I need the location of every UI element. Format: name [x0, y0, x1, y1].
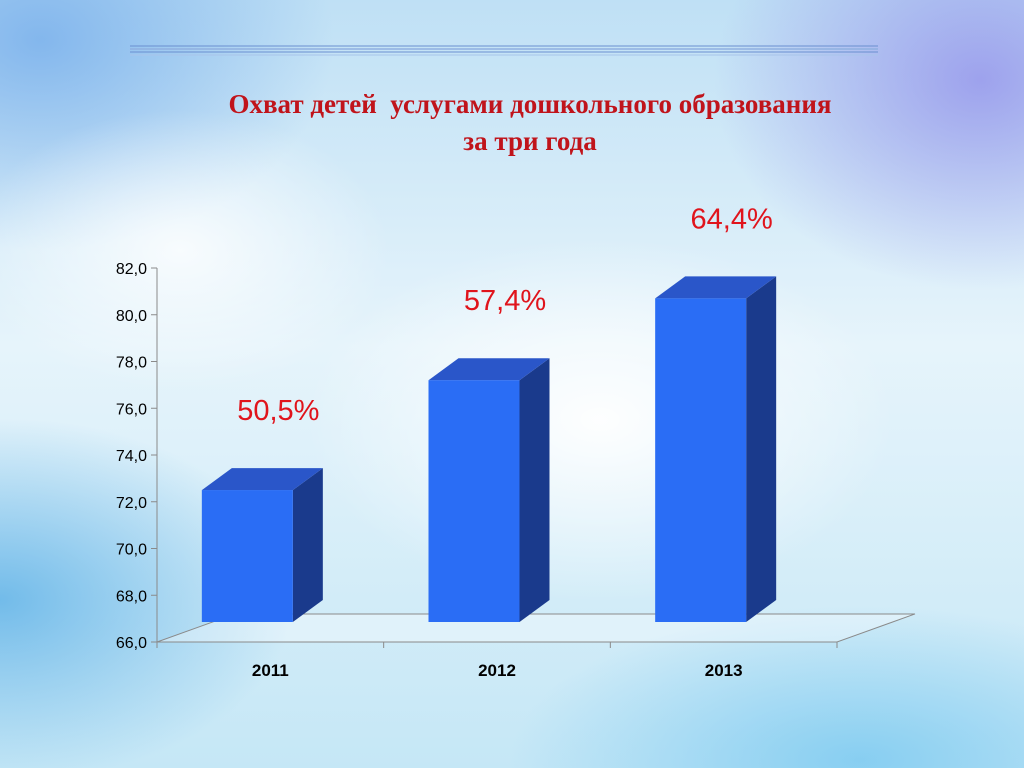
data-label: 64,4%: [691, 203, 773, 235]
y-tick-label: 76,0: [116, 401, 147, 418]
bar-side: [746, 276, 777, 622]
bar: [655, 298, 747, 622]
x-tick-label: 2012: [478, 661, 516, 680]
y-tick-label: 82,0: [116, 261, 147, 278]
bar-side: [292, 468, 323, 622]
bar: [201, 490, 293, 622]
y-tick-label: 68,0: [116, 588, 147, 605]
y-tick-label: 72,0: [116, 495, 147, 512]
bar-top: [655, 276, 777, 299]
x-tick-label: 2013: [705, 661, 743, 680]
bar-top: [428, 358, 550, 381]
y-tick-label: 66,0: [116, 635, 147, 652]
bar: [428, 380, 520, 622]
y-tick-label: 80,0: [116, 308, 147, 325]
chart-title-line-2: за три года: [463, 126, 597, 156]
data-label: 50,5%: [237, 395, 319, 427]
x-tick-label: 2011: [252, 661, 289, 680]
data-label: 57,4%: [464, 285, 546, 317]
y-tick-label: 70,0: [116, 542, 147, 559]
chart-title: Охват детей услугами дошкольного образов…: [80, 86, 980, 160]
bar-top: [201, 468, 323, 491]
bar-side: [519, 358, 550, 622]
y-tick-label: 78,0: [116, 355, 147, 372]
chart-title-line-1: Охват детей услугами дошкольного образов…: [228, 89, 832, 119]
y-tick-label: 74,0: [116, 448, 147, 465]
decorative-lines: [130, 45, 878, 56]
